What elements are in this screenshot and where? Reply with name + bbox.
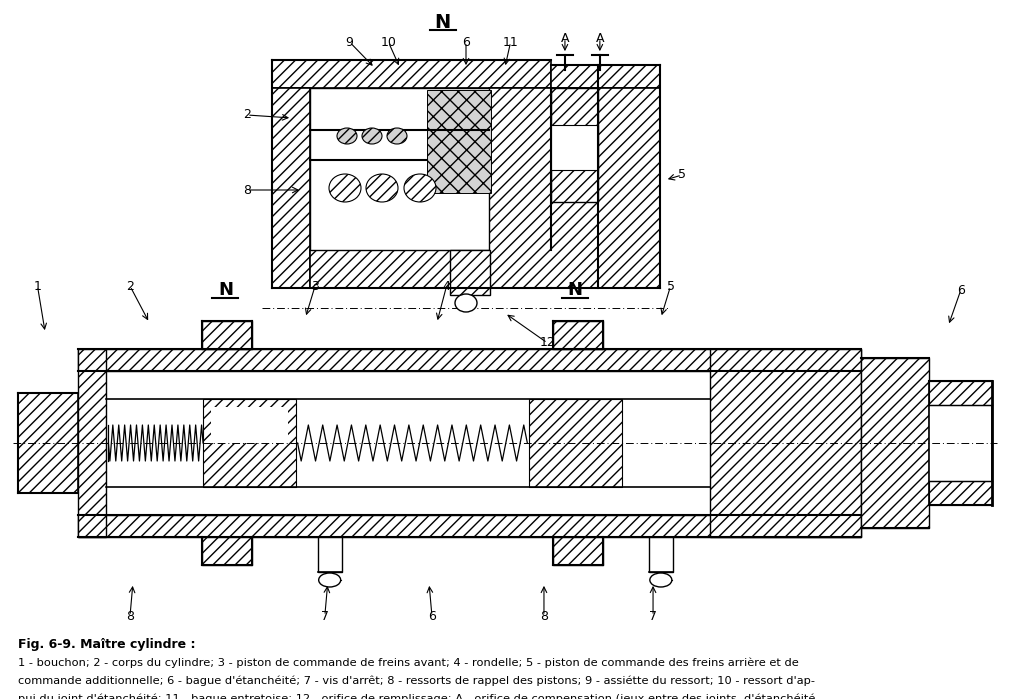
- Ellipse shape: [329, 174, 361, 202]
- Text: 12: 12: [540, 336, 555, 350]
- Text: 1: 1: [33, 280, 41, 292]
- Text: 7: 7: [321, 610, 329, 623]
- Text: 8: 8: [126, 610, 134, 623]
- Text: 2: 2: [126, 280, 134, 292]
- Bar: [489, 88, 660, 288]
- Bar: [79, 349, 861, 371]
- Text: 11: 11: [502, 36, 519, 48]
- Bar: [310, 88, 489, 250]
- Text: 2: 2: [243, 108, 251, 122]
- Ellipse shape: [319, 573, 341, 587]
- Text: pui du joint d'étanchéité; 11 - bague entretoise; 12 - orifice de remplissage; A: pui du joint d'étanchéité; 11 - bague en…: [18, 694, 815, 699]
- Bar: [18, 393, 79, 493]
- Ellipse shape: [404, 174, 436, 202]
- Bar: [551, 125, 598, 170]
- Text: 6: 6: [462, 36, 470, 48]
- Text: 5: 5: [667, 280, 675, 292]
- Ellipse shape: [366, 174, 398, 202]
- Bar: [553, 321, 603, 349]
- Ellipse shape: [337, 128, 357, 144]
- Bar: [310, 250, 520, 288]
- Text: commande additionnelle; 6 - bague d'étanchéité; 7 - vis d'arrêt; 8 - ressorts de: commande additionnelle; 6 - bague d'étan…: [18, 676, 815, 686]
- Bar: [709, 349, 861, 537]
- Text: 3: 3: [311, 280, 319, 292]
- Text: 8: 8: [243, 184, 251, 196]
- Text: 9: 9: [346, 36, 353, 48]
- Text: A: A: [561, 31, 569, 45]
- Text: N: N: [568, 281, 582, 299]
- Bar: [427, 90, 491, 193]
- Text: 10: 10: [380, 36, 397, 48]
- Bar: [928, 481, 992, 505]
- Bar: [272, 88, 310, 288]
- Bar: [861, 358, 928, 528]
- Text: 7: 7: [649, 610, 657, 623]
- Bar: [79, 349, 106, 537]
- Text: Fig. 6-9. Maître cylindre :: Fig. 6-9. Maître cylindre :: [18, 638, 196, 651]
- Bar: [553, 537, 603, 565]
- Bar: [79, 515, 861, 537]
- Text: 1 - bouchon; 2 - corps du cylindre; 3 - piston de commande de freins avant; 4 - : 1 - bouchon; 2 - corps du cylindre; 3 - …: [18, 658, 799, 668]
- Text: N: N: [435, 13, 451, 31]
- Bar: [318, 537, 342, 572]
- Ellipse shape: [387, 128, 407, 144]
- Text: 4: 4: [443, 280, 450, 292]
- Bar: [450, 250, 490, 295]
- Ellipse shape: [455, 294, 477, 312]
- Bar: [649, 537, 673, 572]
- Text: 8: 8: [540, 610, 548, 623]
- Bar: [551, 65, 660, 88]
- Bar: [211, 407, 288, 443]
- Text: 5: 5: [678, 168, 686, 182]
- Bar: [928, 381, 992, 405]
- Ellipse shape: [650, 573, 672, 587]
- Bar: [203, 399, 296, 487]
- Bar: [530, 399, 622, 487]
- Text: 6: 6: [957, 284, 965, 296]
- Bar: [203, 321, 252, 349]
- Text: N: N: [218, 281, 233, 299]
- Bar: [551, 88, 598, 202]
- Bar: [928, 381, 992, 505]
- Bar: [203, 537, 252, 565]
- Ellipse shape: [362, 128, 382, 144]
- Text: 6: 6: [428, 610, 436, 623]
- Bar: [272, 60, 551, 88]
- Text: A: A: [595, 31, 604, 45]
